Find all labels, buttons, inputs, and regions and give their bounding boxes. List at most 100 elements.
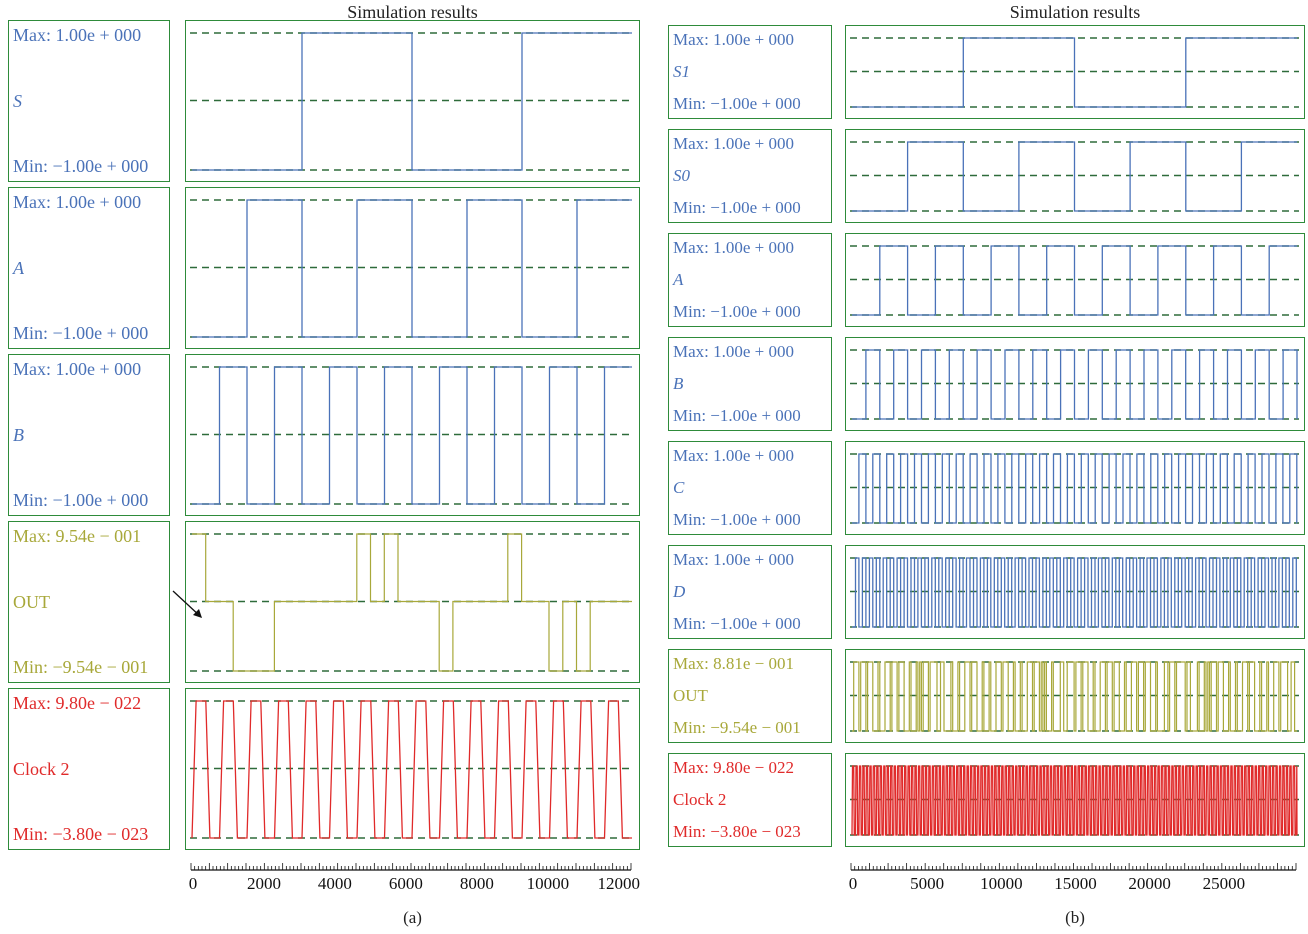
signal-label-box: Max: 1.00e + 000 S0 Min: −1.00e + 000: [668, 129, 832, 223]
signal-name: C: [673, 478, 685, 498]
panel-title: Simulation results: [347, 2, 478, 22]
signal-name: B: [673, 374, 684, 394]
signal-svg: [850, 141, 1299, 212]
x-tick-label: 6000: [388, 874, 423, 893]
signal-label-box: Max: 1.00e + 000 A Min: −1.00e + 000: [8, 187, 170, 349]
waveform-line: [852, 661, 1297, 732]
signal-svg: [190, 533, 634, 672]
signal-label-box: Max: 8.81e − 001 OUT Min: −9.54e − 001: [668, 649, 832, 743]
annotation-arrow: [172, 590, 202, 618]
signal-plot: [845, 25, 1305, 119]
signal-name: B: [13, 424, 24, 445]
signal-plot: [845, 441, 1305, 535]
signal-plot: [845, 753, 1305, 847]
waveform-line: [852, 557, 1297, 628]
x-axis: [850, 863, 1297, 871]
signal-name: Clock 2: [13, 758, 70, 779]
x-axis: [190, 863, 632, 871]
signal-plot: [845, 649, 1305, 743]
signal-svg: [850, 661, 1299, 732]
x-tick-label: 5000: [910, 874, 945, 893]
x-tick-label: 25000: [1202, 874, 1246, 893]
min-label: Min: −3.80e − 023: [673, 822, 801, 841]
min-label: Min: −1.00e + 000: [673, 94, 801, 113]
signal-label-box: Max: 1.00e + 000 S1 Min: −1.00e + 000: [668, 25, 832, 119]
signal-plot: [845, 545, 1305, 639]
signal-svg: [850, 453, 1299, 524]
waveform-line: [192, 32, 632, 171]
signal-label-box: Max: 1.00e + 000 A Min: −1.00e + 000: [668, 233, 832, 327]
signal-label-box: Max: 1.00e + 000 D Min: −1.00e + 000: [668, 545, 832, 639]
waveform-line: [852, 349, 1298, 420]
x-tick-label: 10000: [526, 874, 570, 893]
signal-svg: [850, 557, 1299, 628]
signal-plot: [185, 354, 640, 516]
min-label: Min: −1.00e + 000: [673, 510, 801, 529]
signal-plot: [845, 337, 1305, 431]
max-label: Max: 1.00e + 000: [673, 550, 795, 569]
x-tick-label: 20000: [1128, 874, 1171, 893]
waveform-line: [191, 700, 632, 839]
signal-name: Clock 2: [673, 790, 727, 810]
max-label: Max: 9.80e − 022: [673, 758, 795, 777]
signal-label-box: Max: 1.00e + 000 B Min: −1.00e + 000: [8, 354, 170, 516]
min-label: Min: −1.00e + 000: [13, 156, 149, 176]
max-label: Max: 1.00e + 000: [13, 192, 142, 212]
signal-name: A: [673, 270, 684, 290]
waveform-line: [851, 765, 1298, 836]
signal-svg: [190, 366, 634, 505]
x-tick-label: 4000: [317, 874, 352, 893]
signal-name: S: [13, 90, 22, 111]
x-tick-label: 0: [848, 874, 858, 893]
waveform-line: [192, 533, 632, 672]
signal-plot: [185, 20, 640, 182]
waveform-line: [852, 141, 1297, 212]
min-label: Min: −3.80e − 023: [13, 824, 149, 844]
signal-label-box: Max: 1.00e + 000 S Min: −1.00e + 000: [8, 20, 170, 182]
x-tick-label: 0: [188, 874, 198, 893]
min-label: Min: −1.00e + 000: [673, 406, 801, 425]
x-tick-label: 2000: [246, 874, 281, 893]
signal-plot: [185, 688, 640, 850]
signal-plot: [185, 187, 640, 349]
signal-label-box: Max: 9.54e − 001 OUT Min: −9.54e − 001: [8, 521, 170, 683]
signal-svg: [190, 199, 634, 338]
x-tick-label: 10000: [980, 874, 1023, 893]
min-label: Min: −1.00e + 000: [13, 323, 149, 343]
signal-svg: [190, 700, 634, 839]
waveform-line: [852, 453, 1298, 524]
min-label: Min: −1.00e + 000: [673, 198, 801, 217]
panel-caption: (a): [403, 908, 422, 927]
x-tick-label: 15000: [1054, 874, 1097, 893]
signal-label-box: Max: 9.80e − 022 Clock 2 Min: −3.80e − 023: [8, 688, 170, 850]
waveform-line: [192, 199, 632, 338]
signal-name: A: [13, 257, 24, 278]
max-label: Max: 1.00e + 000: [673, 342, 795, 361]
max-label: Max: 1.00e + 000: [673, 446, 795, 465]
x-tick-label: 12000: [597, 874, 641, 893]
panel-title: Simulation results: [1009, 2, 1141, 22]
signal-plot: [185, 521, 640, 683]
max-label: Max: 1.00e + 000: [673, 238, 795, 257]
signal-name: D: [673, 582, 686, 602]
signal-name: S1: [673, 62, 690, 82]
max-label: Max: 8.81e − 001: [673, 654, 795, 673]
x-tick-label: 8000: [459, 874, 494, 893]
waveform-line: [852, 245, 1297, 316]
signal-svg: [850, 765, 1299, 836]
min-label: Min: −9.54e − 001: [673, 718, 801, 737]
min-label: Min: −1.00e + 000: [13, 490, 149, 510]
signal-name: OUT: [673, 686, 708, 706]
signal-plot: [845, 233, 1305, 327]
signal-name: S0: [673, 166, 690, 186]
signal-label-box: Max: 1.00e + 000 B Min: −1.00e + 000: [668, 337, 832, 431]
signal-svg: [190, 32, 634, 171]
max-label: Max: 1.00e + 000: [13, 359, 142, 379]
panel-caption: (b): [1065, 908, 1085, 927]
max-label: Max: 1.00e + 000: [673, 30, 795, 49]
signal-svg: [850, 37, 1299, 108]
signal-label-box: Max: 1.00e + 000 C Min: −1.00e + 000: [668, 441, 832, 535]
min-label: Min: −9.54e − 001: [13, 657, 149, 677]
waveform-line: [192, 366, 632, 505]
signal-svg: [850, 245, 1299, 316]
